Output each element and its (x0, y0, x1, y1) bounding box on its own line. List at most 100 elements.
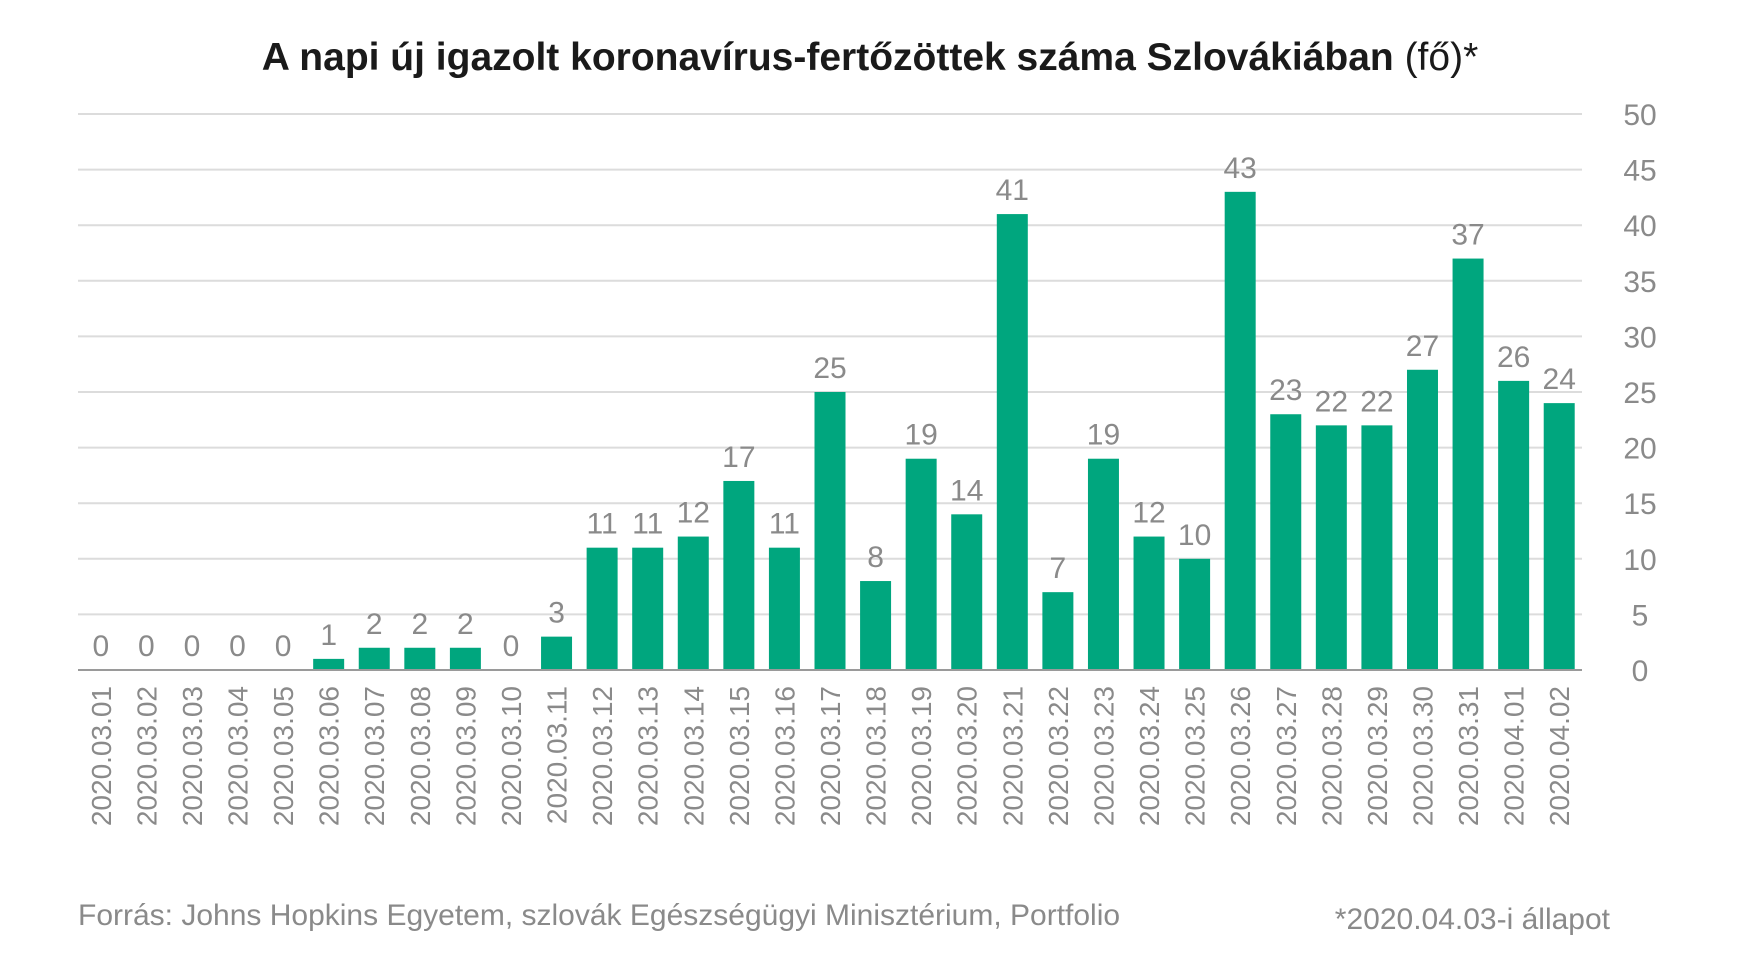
data-label-2020.03.09: 2 (457, 608, 474, 641)
data-label-2020.03.13: 11 (632, 508, 663, 541)
x-axis-categories: 2020.03.01 2020.03.02 2020.03.03 2020.03.04… (86, 686, 1575, 826)
x-tick-label-2020.03.13: 2020.03.13 (633, 686, 664, 826)
x-tick-label-2020.03.21: 2020.03.21 (997, 686, 1028, 826)
data-label-2020.03.22: 7 (1050, 552, 1067, 585)
x-tick-label-2020.03.28: 2020.03.28 (1316, 686, 1347, 826)
data-label-2020.03.30: 27 (1406, 330, 1439, 363)
bar-2020.03.11 (541, 636, 573, 670)
bar-2020.03.09 (449, 647, 481, 670)
bar-2020.03.20 (951, 514, 983, 670)
bar-2020.03.31 (1452, 258, 1484, 670)
bar-2020.03.25 (1179, 558, 1211, 670)
y-tick-label-7: 35 (1623, 266, 1656, 299)
x-tick-label-2020.03.10: 2020.03.10 (496, 686, 527, 826)
x-tick-label-2020.03.19: 2020.03.19 (906, 686, 937, 826)
x-tick-label-2020.04.02: 2020.04.02 (1544, 686, 1575, 826)
data-label-2020.04.02: 24 (1543, 363, 1576, 396)
bar-2020.03.22 (1042, 592, 1074, 670)
data-label-2020.03.06: 1 (320, 619, 337, 652)
chart-title-unit: (fő)* (1394, 36, 1479, 79)
data-label-2020.03.10: 0 (503, 630, 520, 663)
x-tick-label-2020.03.15: 2020.03.15 (724, 686, 755, 826)
x-tick-label-2020.03.22: 2020.03.22 (1043, 686, 1074, 826)
y-tick-label-8: 40 (1623, 210, 1656, 243)
x-tick-label-2020.03.31: 2020.03.31 (1453, 686, 1484, 826)
data-label-2020.03.12: 11 (587, 508, 618, 541)
bar-2020.03.28 (1315, 425, 1347, 670)
data-label-2020.03.14: 12 (677, 497, 710, 530)
bar-2020.03.12 (586, 547, 618, 670)
x-tick-label-2020.03.29: 2020.03.29 (1362, 686, 1393, 826)
bar-2020.03.23 (1087, 458, 1119, 670)
data-label-2020.03.16: 11 (769, 508, 800, 541)
x-tick-label-2020.03.23: 2020.03.23 (1088, 686, 1119, 826)
bar-2020.03.19 (905, 458, 937, 670)
bar-2020.03.17 (814, 392, 846, 670)
y-tick-label-2: 10 (1623, 544, 1656, 577)
bar-2020.03.24 (1133, 536, 1165, 670)
x-tick-label-2020.03.24: 2020.03.24 (1134, 686, 1165, 826)
source-note: Forrás: Johns Hopkins Egyetem, szlovák E… (78, 899, 1120, 932)
data-label-2020.03.19: 19 (904, 419, 937, 452)
data-label-2020.03.04: 0 (229, 630, 246, 663)
bar-2020.04.01 (1498, 380, 1530, 670)
x-tick-label-2020.03.02: 2020.03.02 (131, 686, 162, 826)
data-label-2020.03.02: 0 (138, 630, 155, 663)
y-tick-label-6: 30 (1623, 321, 1656, 354)
data-label-2020.03.20: 14 (950, 474, 983, 507)
bars (313, 191, 1575, 670)
data-label-2020.03.18: 8 (867, 541, 884, 574)
data-label-2020.03.01: 0 (92, 630, 109, 663)
data-label-2020.03.29: 22 (1360, 385, 1393, 418)
x-tick-label-2020.03.25: 2020.03.25 (1180, 686, 1211, 826)
data-label-2020.03.25: 10 (1178, 519, 1211, 552)
bar-2020.03.21 (996, 214, 1028, 670)
data-label-2020.03.28: 22 (1315, 385, 1348, 418)
data-label-2020.03.08: 2 (411, 608, 428, 641)
data-label-2020.03.07: 2 (366, 608, 383, 641)
x-tick-label-2020.03.18: 2020.03.18 (861, 686, 892, 826)
bar-2020.03.30 (1406, 369, 1438, 670)
data-label-2020.03.31: 37 (1451, 219, 1484, 252)
x-tick-label-2020.03.04: 2020.03.04 (223, 686, 254, 826)
y-tick-label-3: 15 (1623, 488, 1656, 521)
chart-title-main: A napi új igazolt koronavírus-fertőzötte… (262, 36, 1394, 79)
data-label-2020.03.15: 17 (722, 441, 755, 474)
x-tick-label-2020.03.14: 2020.03.14 (678, 686, 709, 826)
x-tick-label-2020.03.07: 2020.03.07 (359, 686, 390, 826)
data-label-2020.03.21: 41 (996, 174, 1029, 207)
bar-2020.03.27 (1270, 414, 1302, 670)
x-tick-label-2020.03.01: 2020.03.01 (86, 686, 117, 826)
bar-2020.03.18 (860, 581, 892, 670)
data-label-2020.03.27: 23 (1269, 374, 1302, 407)
data-label-2020.03.05: 0 (275, 630, 292, 663)
x-tick-label-2020.03.05: 2020.03.05 (268, 686, 299, 826)
x-tick-label-2020.03.17: 2020.03.17 (815, 686, 846, 826)
data-label-2020.03.26: 43 (1223, 152, 1256, 185)
chart-title: A napi új igazolt koronavírus-fertőzötte… (262, 36, 1479, 79)
data-label-2020.03.11: 3 (548, 597, 565, 630)
x-tick-label-2020.03.30: 2020.03.30 (1407, 686, 1438, 826)
y-tick-label-5: 25 (1623, 377, 1656, 410)
y-tick-label-9: 45 (1623, 155, 1656, 188)
bar-2020.03.14 (677, 536, 709, 670)
x-tick-label-2020.03.27: 2020.03.27 (1271, 686, 1302, 826)
y-tick-label-10: 50 (1623, 99, 1656, 132)
data-label-2020.03.03: 0 (184, 630, 201, 663)
x-tick-label-2020.04.01: 2020.04.01 (1499, 686, 1530, 826)
status-note: *2020.04.03-i állapot (1335, 903, 1611, 936)
bar-2020.03.13 (632, 547, 664, 670)
bar-2020.03.07 (358, 647, 390, 670)
bar-2020.03.08 (404, 647, 436, 670)
data-label-2020.03.17: 25 (813, 352, 846, 385)
x-tick-label-2020.03.08: 2020.03.08 (405, 686, 436, 826)
bar-2020.03.29 (1361, 425, 1393, 670)
x-tick-label-2020.03.12: 2020.03.12 (587, 686, 618, 826)
y-tick-label-0: 0 (1632, 655, 1649, 688)
bar-2020.03.16 (768, 547, 800, 670)
x-tick-label-2020.03.16: 2020.03.16 (769, 686, 800, 826)
data-label-2020.03.23: 19 (1087, 419, 1120, 452)
x-tick-label-2020.03.09: 2020.03.09 (450, 686, 481, 826)
